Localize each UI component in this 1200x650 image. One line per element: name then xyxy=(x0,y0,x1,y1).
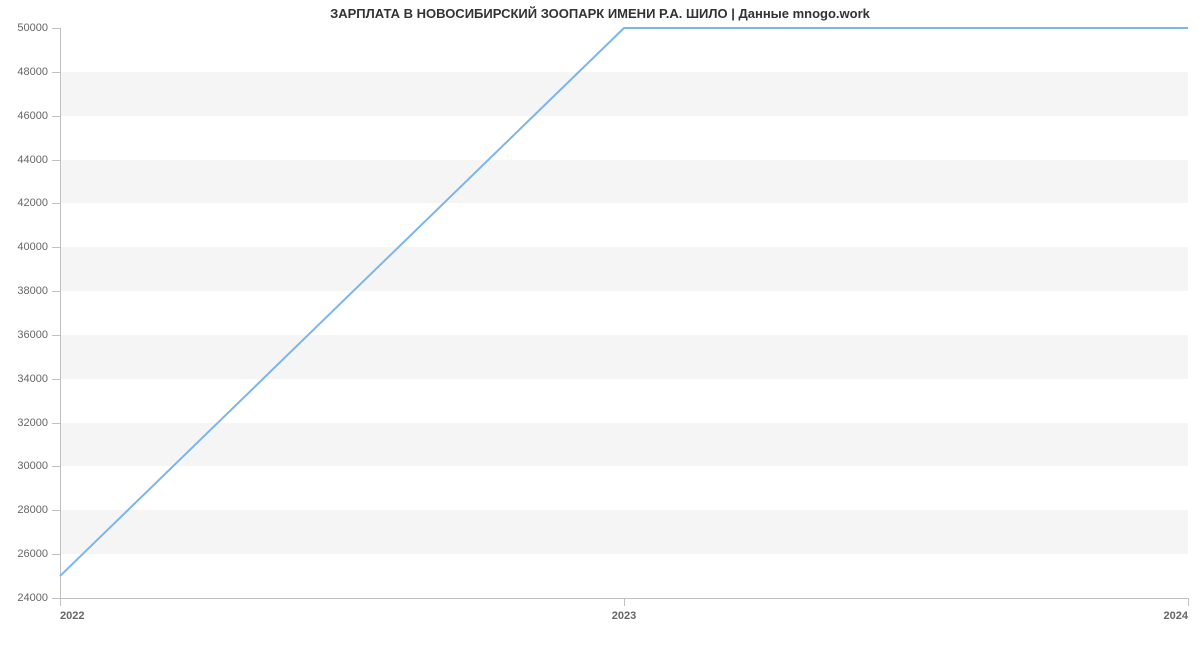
y-tick-mark xyxy=(52,554,60,555)
y-tick-label: 38000 xyxy=(0,285,48,297)
x-tick-label: 2022 xyxy=(60,610,84,622)
x-tick-label: 2024 xyxy=(1164,610,1188,622)
y-tick-label: 36000 xyxy=(0,329,48,341)
y-tick-label: 50000 xyxy=(0,22,48,34)
y-tick-mark xyxy=(52,247,60,248)
y-tick-mark xyxy=(52,335,60,336)
y-tick-mark xyxy=(52,423,60,424)
chart-container: ЗАРПЛАТА В НОВОСИБИРСКИЙ ЗООПАРК ИМЕНИ Р… xyxy=(0,0,1200,650)
y-tick-label: 40000 xyxy=(0,241,48,253)
y-tick-mark xyxy=(52,510,60,511)
y-tick-label: 28000 xyxy=(0,504,48,516)
y-tick-label: 26000 xyxy=(0,548,48,560)
y-tick-mark xyxy=(52,160,60,161)
line-layer xyxy=(60,28,1188,598)
y-tick-label: 30000 xyxy=(0,460,48,472)
y-tick-mark xyxy=(52,598,60,599)
series-line xyxy=(60,28,1188,576)
y-tick-label: 46000 xyxy=(0,110,48,122)
y-tick-label: 32000 xyxy=(0,417,48,429)
y-tick-mark xyxy=(52,291,60,292)
x-tick-mark xyxy=(60,598,61,606)
y-tick-label: 48000 xyxy=(0,66,48,78)
y-tick-label: 42000 xyxy=(0,197,48,209)
x-tick-label: 2023 xyxy=(612,610,636,622)
plot-area xyxy=(60,28,1188,598)
y-tick-mark xyxy=(52,116,60,117)
y-tick-mark xyxy=(52,203,60,204)
y-tick-mark xyxy=(52,28,60,29)
x-tick-mark xyxy=(1188,598,1189,606)
y-tick-label: 44000 xyxy=(0,154,48,166)
y-tick-mark xyxy=(52,466,60,467)
y-tick-mark xyxy=(52,379,60,380)
x-tick-mark xyxy=(624,598,625,606)
chart-title: ЗАРПЛАТА В НОВОСИБИРСКИЙ ЗООПАРК ИМЕНИ Р… xyxy=(0,6,1200,21)
y-tick-label: 34000 xyxy=(0,373,48,385)
y-tick-mark xyxy=(52,72,60,73)
y-tick-label: 24000 xyxy=(0,592,48,604)
